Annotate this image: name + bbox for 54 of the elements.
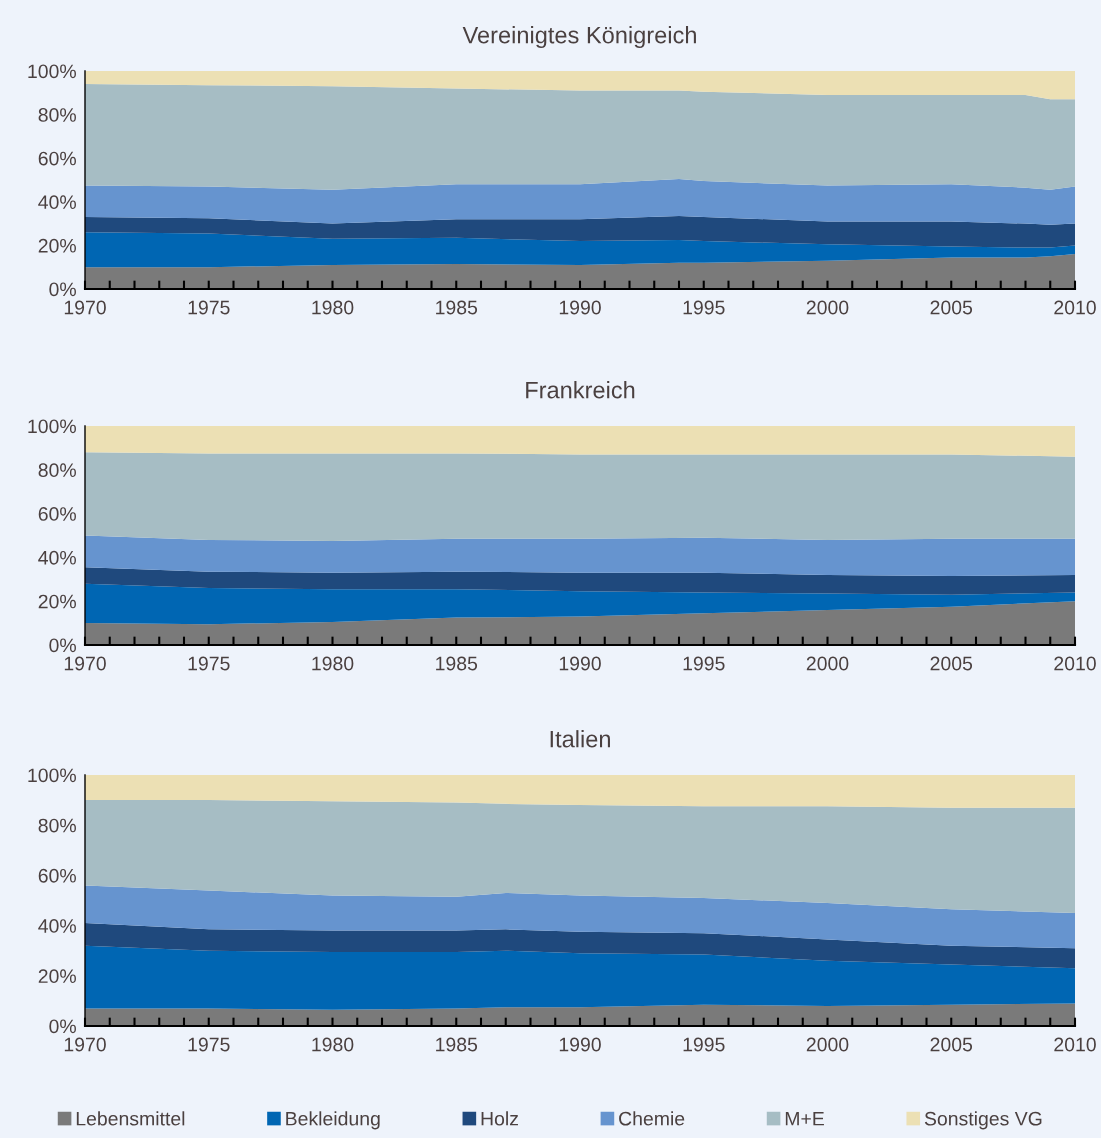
x-tick-label: 1980 bbox=[312, 1037, 354, 1052]
x-tick-label: 1995 bbox=[683, 656, 725, 671]
legend-label: M+E bbox=[785, 1111, 824, 1126]
x-tick-label: 1975 bbox=[188, 656, 230, 671]
x-tick-label: 1970 bbox=[64, 1037, 106, 1052]
x-tick-label: 1975 bbox=[188, 300, 230, 315]
y-tick-label: 80% bbox=[38, 108, 76, 122]
x-tick-label: 1990 bbox=[559, 300, 601, 315]
x-tick-label: 1970 bbox=[64, 300, 106, 315]
y-tick-label: 100% bbox=[28, 419, 76, 434]
y-tick-label: 0% bbox=[49, 282, 76, 297]
legend-label: Bekleidung bbox=[286, 1111, 380, 1130]
x-tick-label: 1985 bbox=[436, 656, 478, 671]
y-tick-label: 20% bbox=[38, 969, 76, 984]
x-tick-label: 1990 bbox=[559, 656, 601, 671]
y-tick-label: 80% bbox=[38, 818, 76, 833]
chart-title: Frankreich bbox=[526, 381, 635, 399]
x-tick-label: 2005 bbox=[930, 1037, 973, 1052]
x-tick-label: 2000 bbox=[806, 656, 849, 671]
y-tick-label: 0% bbox=[49, 1019, 76, 1034]
y-tick-label: 40% bbox=[38, 919, 76, 933]
y-tick-label: 20% bbox=[38, 238, 76, 253]
x-tick-label: 1995 bbox=[683, 300, 725, 315]
legend-label: Lebensmittel bbox=[76, 1111, 185, 1126]
x-tick-label: 2010 bbox=[1054, 300, 1096, 315]
x-tick-label: 1990 bbox=[559, 1037, 601, 1052]
x-tick-label: 1980 bbox=[312, 656, 354, 671]
y-tick-label: 40% bbox=[38, 550, 76, 565]
x-tick-label: 1985 bbox=[436, 300, 478, 315]
x-tick-label: 2000 bbox=[806, 300, 849, 315]
chart-title: Vereinigtes Königreich bbox=[462, 26, 696, 49]
chart-title: Italien bbox=[550, 730, 610, 748]
y-tick-label: 100% bbox=[28, 64, 76, 79]
x-tick-label: 1975 bbox=[188, 1037, 230, 1052]
y-tick-label: 100% bbox=[28, 768, 76, 783]
y-tick-label: 60% bbox=[38, 868, 76, 883]
y-tick-label: 60% bbox=[38, 507, 76, 521]
legend-label: Holz bbox=[481, 1111, 518, 1126]
legend-label: Chemie bbox=[619, 1111, 685, 1126]
y-tick-label: 60% bbox=[38, 151, 76, 166]
x-tick-label: 2005 bbox=[930, 656, 973, 671]
x-tick-label: 2005 bbox=[930, 300, 973, 315]
y-tick-label: 80% bbox=[38, 463, 76, 478]
x-tick-label: 1980 bbox=[312, 300, 354, 315]
x-tick-label: 2000 bbox=[806, 1037, 849, 1052]
x-tick-label: 2010 bbox=[1054, 656, 1096, 671]
y-tick-label: 20% bbox=[38, 594, 76, 609]
x-tick-label: 1970 bbox=[64, 656, 106, 671]
legend-label: Sonstiges VG bbox=[924, 1111, 1042, 1130]
y-tick-label: 40% bbox=[38, 195, 76, 210]
y-tick-label: 0% bbox=[49, 638, 76, 653]
x-tick-label: 1995 bbox=[683, 1037, 725, 1052]
x-tick-label: 2010 bbox=[1054, 1037, 1096, 1052]
x-tick-label: 1985 bbox=[436, 1037, 478, 1052]
